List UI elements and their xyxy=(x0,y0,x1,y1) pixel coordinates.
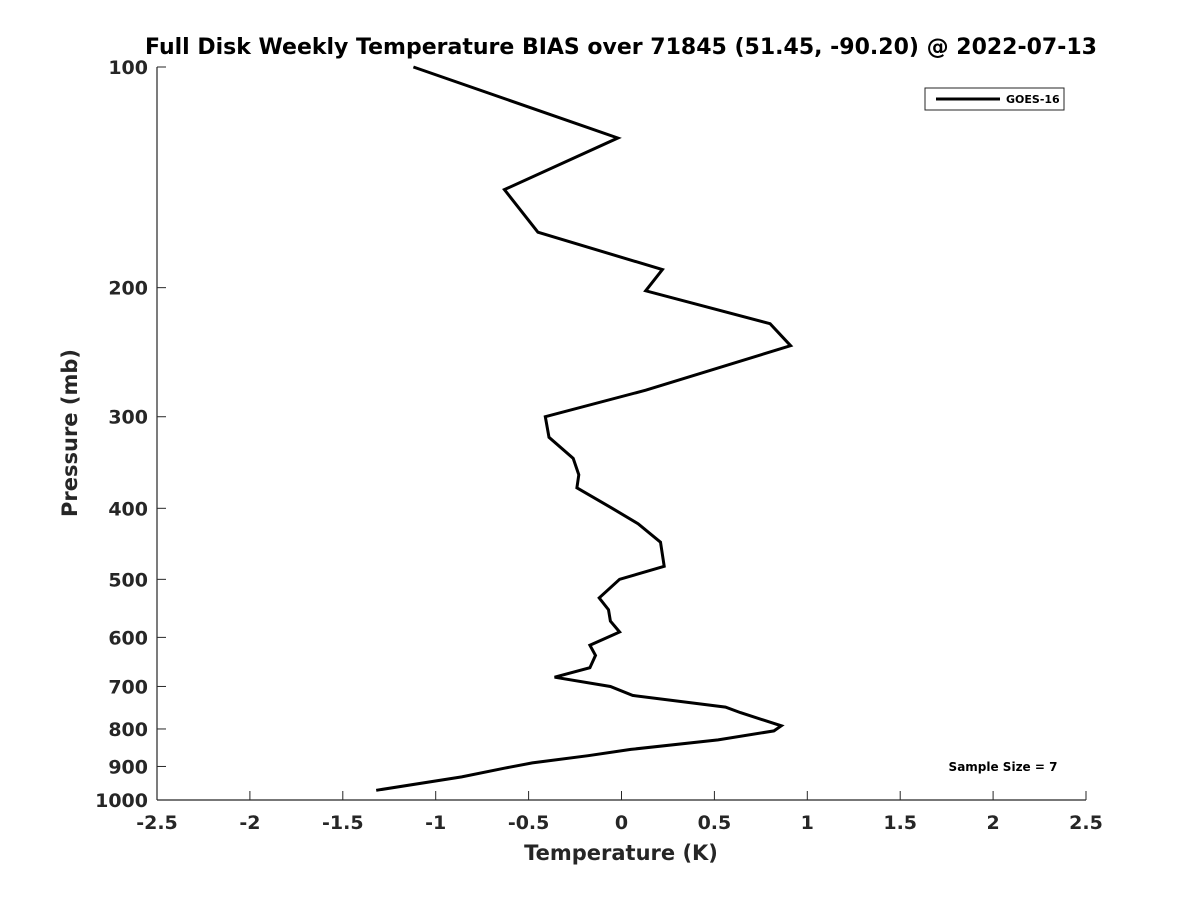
y-tick-label: 400 xyxy=(108,498,148,520)
x-tick-label: -2 xyxy=(239,812,260,834)
y-tick-label: 100 xyxy=(108,57,148,79)
y-tick-label: 700 xyxy=(108,676,148,698)
chart-title: Full Disk Weekly Temperature BIAS over 7… xyxy=(145,35,1097,60)
x-tick-label: 2.5 xyxy=(1069,812,1103,834)
x-axis-ticks: -2.5 -2 -1.5 -1 -0.5 0 0.5 1 1.5 2 2.5 xyxy=(136,791,1103,834)
x-tick-label: -1.5 xyxy=(322,812,364,834)
x-tick-label: 1 xyxy=(801,812,814,834)
x-tick-label: 2 xyxy=(986,812,999,834)
series-layer xyxy=(375,65,794,792)
y-tick-label: 800 xyxy=(108,719,148,741)
y-tick-label: 300 xyxy=(108,407,148,429)
x-tick-label: 0.5 xyxy=(698,812,732,834)
y-axis-ticks: 100 200 300 400 500 600 700 800 900 1000 xyxy=(95,57,166,812)
sample-size-annotation: Sample Size = 7 xyxy=(949,760,1058,774)
x-tick-label: 0 xyxy=(615,812,628,834)
legend-label-goes-16: GOES-16 xyxy=(1006,93,1060,106)
x-tick-label: 1.5 xyxy=(883,812,917,834)
x-tick-label: -2.5 xyxy=(136,812,178,834)
y-tick-label: 500 xyxy=(108,569,148,591)
x-tick-label: -1 xyxy=(425,812,446,834)
legend: GOES-16 xyxy=(924,87,1065,111)
x-axis-label: Temperature (K) xyxy=(524,841,718,865)
series-line-goes-16 xyxy=(375,65,794,792)
x-tick-label: -0.5 xyxy=(508,812,550,834)
y-tick-label: 600 xyxy=(108,627,148,649)
y-axis-label: Pressure (mb) xyxy=(58,349,82,517)
y-tick-label: 900 xyxy=(108,756,148,778)
y-tick-label: 1000 xyxy=(95,790,148,812)
y-tick-label: 200 xyxy=(108,278,148,300)
